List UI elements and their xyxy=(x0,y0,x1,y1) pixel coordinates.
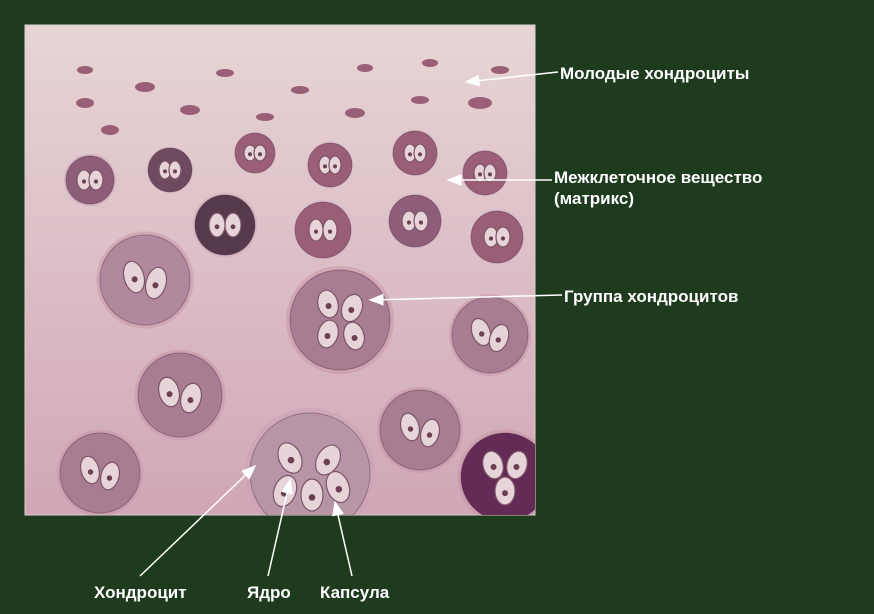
chondrocyte-cell xyxy=(323,219,337,241)
chondrocyte-cell xyxy=(496,227,510,247)
nucleus xyxy=(248,152,252,156)
chondrocyte-group xyxy=(377,387,463,473)
chondrocyte-cell xyxy=(169,161,181,179)
label-young: Молодые хондроциты xyxy=(560,63,749,84)
nucleus xyxy=(328,230,332,234)
nucleus xyxy=(231,224,236,229)
chondrocyte-group xyxy=(469,209,525,265)
nucleus xyxy=(419,220,423,224)
chondrocyte-cell xyxy=(225,213,241,237)
chondrocyte-cell xyxy=(414,144,426,162)
nucleus xyxy=(502,490,508,496)
chondrocyte-group xyxy=(461,149,509,197)
nucleus xyxy=(408,152,412,156)
nucleus xyxy=(488,172,492,176)
chondrocyte-cell xyxy=(89,170,103,190)
chondrocyte-cell xyxy=(254,145,266,161)
chondrocyte-cell xyxy=(414,211,428,231)
label-group: Группа хондроцитов xyxy=(564,286,738,307)
chondrocyte-group xyxy=(391,129,439,177)
chondrocyte-group xyxy=(245,408,375,538)
chondrocyte-group xyxy=(293,200,353,260)
label-matrix: Межклеточное вещество (матрикс) xyxy=(554,167,762,210)
young-chondrocyte xyxy=(491,66,509,74)
young-chondrocyte xyxy=(345,108,365,118)
young-chondrocyte xyxy=(101,125,119,135)
label-chondro: Хондроцит xyxy=(94,582,187,603)
label-nucleus: Ядро xyxy=(247,582,291,603)
nucleus xyxy=(173,169,177,173)
chondrocyte-group xyxy=(387,193,443,249)
young-chondrocyte xyxy=(468,97,492,109)
chondrocyte-group xyxy=(306,141,354,189)
young-chondrocyte xyxy=(291,86,309,94)
chondrocyte-group xyxy=(193,193,258,258)
chondrocyte-group xyxy=(57,430,143,516)
chondrocyte-group xyxy=(96,231,193,328)
nucleus xyxy=(478,172,482,176)
chondrocyte-group xyxy=(457,429,552,524)
nucleus xyxy=(407,220,411,224)
nucleus xyxy=(418,152,422,156)
young-chondrocyte xyxy=(216,69,234,77)
group-body xyxy=(290,270,390,370)
chondrocyte-cell xyxy=(309,219,323,241)
nucleus xyxy=(258,152,262,156)
nucleus xyxy=(489,236,493,240)
young-chondrocyte xyxy=(411,96,429,104)
chondrocyte-group xyxy=(135,350,226,441)
nucleus xyxy=(94,179,98,183)
young-chondrocyte xyxy=(422,59,438,67)
nucleus xyxy=(314,230,318,234)
group-body xyxy=(250,413,370,533)
chondrocyte-group xyxy=(146,146,194,194)
young-chondrocyte xyxy=(76,98,94,108)
label-capsule: Капсула xyxy=(320,582,389,603)
nucleus xyxy=(501,236,505,240)
chondrocyte-cell xyxy=(329,156,341,174)
nucleus xyxy=(163,169,167,173)
young-chondrocyte xyxy=(357,64,373,72)
nucleus xyxy=(215,224,220,229)
nucleus xyxy=(82,179,86,183)
young-chondrocyte xyxy=(256,113,274,121)
chondrocyte-group xyxy=(233,131,276,174)
young-chondrocyte xyxy=(135,82,155,92)
young-chondrocyte xyxy=(180,105,200,115)
chondrocyte-group xyxy=(286,266,394,374)
nucleus xyxy=(323,164,327,168)
chondrocyte-cell xyxy=(301,479,323,511)
nucleus xyxy=(309,494,316,501)
nucleus xyxy=(333,164,337,168)
chondrocyte-group xyxy=(449,294,531,376)
young-chondrocyte xyxy=(77,66,93,74)
chondrocyte-group xyxy=(64,154,116,206)
chondrocyte-cell xyxy=(495,477,515,505)
chondrocyte-cell xyxy=(209,213,225,237)
